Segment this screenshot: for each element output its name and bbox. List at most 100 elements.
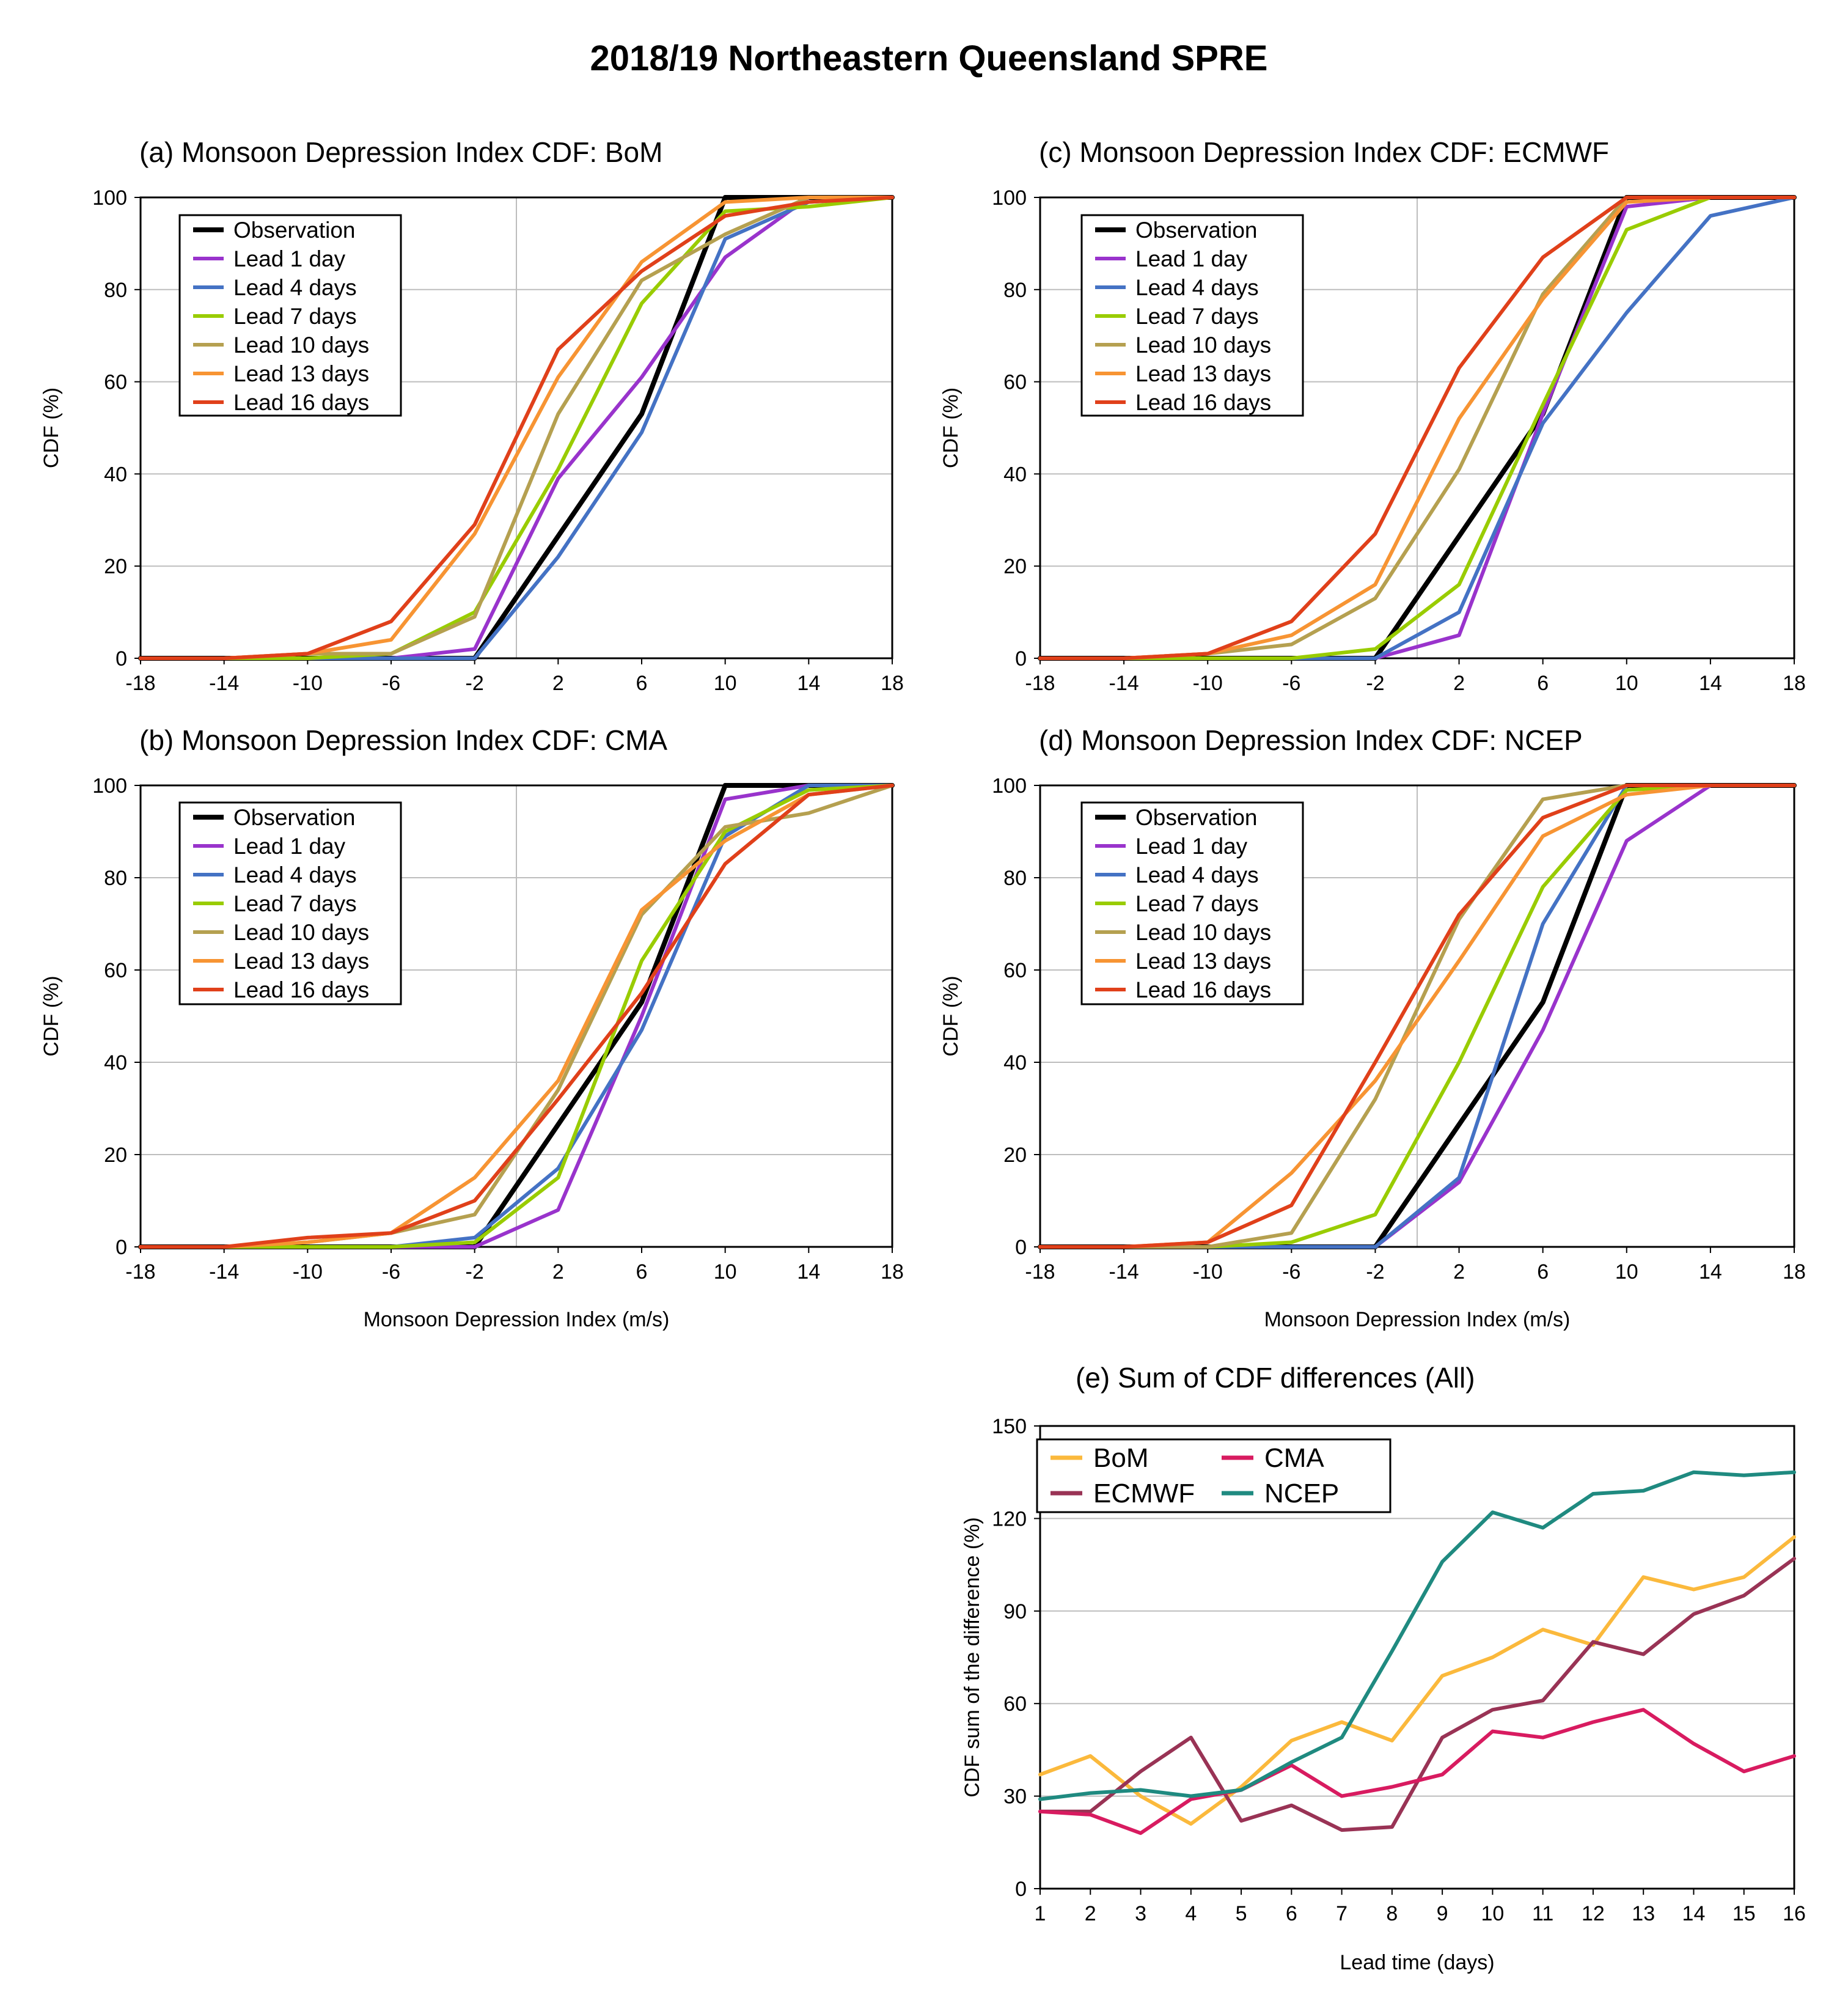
panel-b: (b) Monsoon Depression Index CDF: CMA 0 20… (40, 724, 904, 1331)
y-tick-label: 40 (1003, 463, 1027, 486)
y-tick-label: 30 (1003, 1785, 1027, 1809)
x-tick-label: 18 (1783, 672, 1806, 695)
x-tick-label: 15 (1733, 1902, 1756, 1925)
panel-title: (e) Sum of CDF differences (All) (1076, 1362, 1475, 1394)
panel-title: (d) Monsoon Depression Index CDF: NCEP (1039, 724, 1583, 756)
legend-label: Lead 10 days (233, 920, 369, 945)
x-tick-label: -18 (1025, 1260, 1055, 1284)
x-tick-label: 2 (552, 1260, 564, 1284)
legend-label: Lead 10 days (1135, 332, 1271, 358)
y-tick-label: 100 (992, 186, 1027, 210)
series-line-cma (1038, 1708, 1796, 1835)
x-tick-label: -10 (1193, 672, 1223, 695)
x-tick-label: -18 (125, 672, 155, 695)
legend-label: Lead 10 days (233, 332, 369, 358)
y-axis-label: CDF (%) (939, 975, 963, 1056)
legend-label: Lead 16 days (1135, 390, 1271, 415)
legend-label: BoM (1093, 1443, 1148, 1473)
x-tick-label: 8 (1386, 1902, 1398, 1925)
y-tick-label: 80 (1003, 867, 1027, 890)
x-tick-label: 6 (1286, 1902, 1297, 1925)
series-line-lead-7-days (139, 784, 894, 1249)
x-tick-label: -2 (1366, 672, 1384, 695)
series-line-lead-16-days (1038, 196, 1796, 660)
legend-label: Lead 4 days (233, 275, 357, 300)
legend-label: Lead 13 days (1135, 361, 1271, 386)
x-axis-label: Lead time (days) (1340, 1951, 1494, 1974)
x-tick-label: -6 (382, 1260, 400, 1284)
x-tick-label: -14 (209, 1260, 239, 1284)
y-tick-label: 0 (116, 1236, 127, 1259)
x-tick-label: 10 (1615, 1260, 1638, 1284)
legend-label: Observation (233, 805, 356, 830)
x-tick-label: 18 (881, 1260, 904, 1284)
x-tick-label: -14 (209, 672, 239, 695)
x-tick-label: -2 (1366, 1260, 1384, 1284)
series-line-lead-16-days (1038, 784, 1796, 1249)
plot-frame (1039, 196, 1795, 659)
panel-d: (d) Monsoon Depression Index CDF: NCEP 0 2… (939, 724, 1806, 1331)
x-tick-label: 1 (1035, 1902, 1046, 1925)
legend-label: Lead 13 days (1135, 949, 1271, 974)
x-tick-label: 14 (1699, 672, 1722, 695)
legend: BoM ECMWF CMA NCEP (1036, 1438, 1392, 1513)
legend-label: Lead 7 days (1135, 891, 1259, 916)
y-tick-label: 100 (992, 774, 1027, 798)
x-tick-label: 14 (797, 672, 820, 695)
legend: Observation Lead 1 day Lead 4 days Lead 7 d… (1080, 214, 1304, 417)
panel-title: (c) Monsoon Depression Index CDF: ECMWF (1039, 136, 1609, 168)
legend-label: CMA (1264, 1443, 1324, 1473)
legend-label: Lead 16 days (1135, 977, 1271, 1002)
y-tick-label: 90 (1003, 1600, 1027, 1623)
y-tick-label: 0 (1015, 1236, 1027, 1259)
panel-a: (a) Monsoon Depression Index CDF: BoM 0 20… (40, 136, 904, 695)
legend-label: ECMWF (1093, 1479, 1195, 1508)
x-tick-label: -6 (1282, 1260, 1300, 1284)
legend-label: Lead 7 days (233, 304, 357, 329)
legend-box (1036, 1438, 1392, 1513)
y-tick-label: 0 (1015, 1878, 1027, 1901)
x-tick-label: -6 (382, 672, 400, 695)
y-tick-label: 40 (104, 463, 127, 486)
x-tick-label: -10 (293, 1260, 323, 1284)
legend-label: Lead 13 days (233, 949, 369, 974)
y-tick-label: 80 (104, 867, 127, 890)
x-tick-label: 10 (1481, 1902, 1504, 1925)
y-tick-label: 0 (116, 647, 127, 671)
x-tick-label: 2 (1453, 672, 1465, 695)
x-tick-label: 12 (1582, 1902, 1605, 1925)
panel-title: (b) Monsoon Depression Index CDF: CMA (139, 724, 667, 756)
x-tick-label: 18 (881, 672, 904, 695)
x-tick-label: -18 (1025, 672, 1055, 695)
y-tick-label: 0 (1015, 647, 1027, 671)
x-tick-label: 13 (1632, 1902, 1655, 1925)
series-line-lead-7-days (1038, 196, 1796, 660)
x-tick-label: 14 (1682, 1902, 1706, 1925)
x-tick-label: 16 (1783, 1902, 1806, 1925)
legend-label: Lead 7 days (1135, 304, 1259, 329)
series-line-ncep (1038, 1470, 1796, 1801)
x-tick-label: -2 (466, 1260, 484, 1284)
x-tick-label: 10 (1615, 672, 1638, 695)
y-tick-label: 60 (1003, 959, 1027, 982)
legend-label: Observation (1135, 218, 1258, 243)
x-tick-label: 6 (1537, 672, 1549, 695)
y-tick-label: 40 (104, 1051, 127, 1075)
y-tick-label: 60 (104, 959, 127, 982)
legend-label: Lead 4 days (233, 862, 357, 887)
y-tick-label: 20 (104, 1144, 127, 1167)
x-tick-label: 10 (714, 672, 737, 695)
legend-label: Lead 7 days (233, 891, 357, 916)
x-tick-label: 2 (1453, 1260, 1465, 1284)
legend-label: Lead 1 day (1135, 246, 1248, 271)
x-tick-label: 6 (1537, 1260, 1549, 1284)
legend-label: Observation (233, 218, 356, 243)
x-tick-label: -14 (1109, 672, 1139, 695)
y-tick-label: 80 (1003, 279, 1027, 302)
y-tick-label: 120 (992, 1507, 1027, 1530)
legend-label: Lead 16 days (233, 977, 369, 1002)
legend-label: Lead 1 day (1135, 834, 1248, 859)
x-tick-label: -10 (1193, 1260, 1223, 1284)
y-tick-label: 40 (1003, 1051, 1027, 1075)
legend-label: Lead 1 day (233, 246, 346, 271)
